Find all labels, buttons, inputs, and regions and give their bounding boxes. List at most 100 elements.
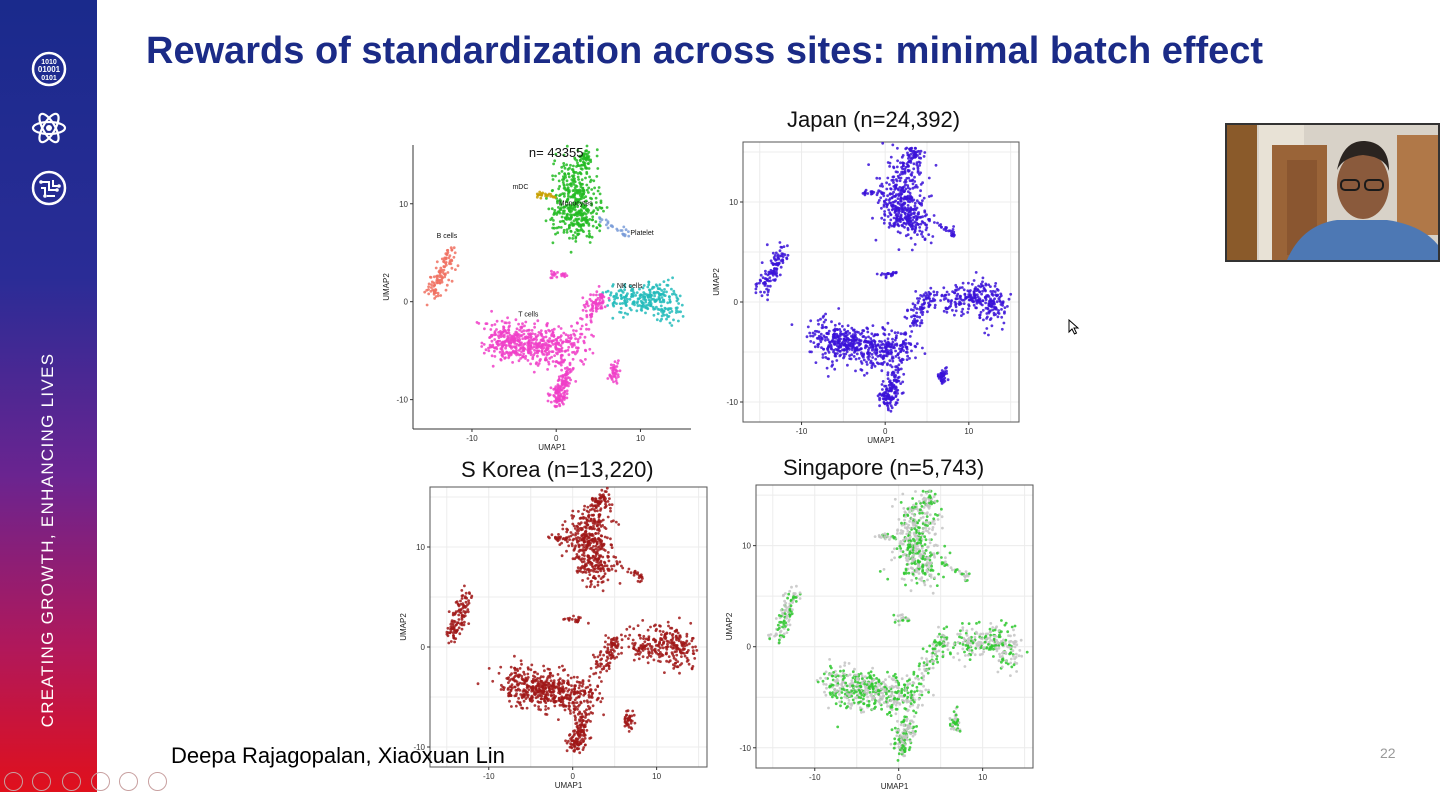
- data-point: [869, 337, 873, 340]
- data-point: [553, 354, 556, 357]
- data-point: [569, 534, 573, 538]
- data-point: [882, 332, 886, 336]
- data-point: [562, 331, 566, 335]
- data-point: [831, 360, 834, 363]
- data-point: [626, 297, 629, 301]
- data-point: [446, 271, 450, 274]
- data-point: [499, 665, 503, 669]
- data-point: [578, 684, 582, 687]
- data-point: [521, 693, 525, 697]
- data-point: [896, 214, 900, 217]
- data-point: [790, 323, 794, 326]
- data-point: [773, 271, 776, 275]
- data-point: [666, 315, 670, 319]
- data-point: [606, 648, 610, 652]
- data-point: [860, 347, 863, 350]
- data-point: [598, 216, 601, 219]
- data-point: [533, 351, 537, 355]
- data-point: [553, 159, 557, 163]
- data-point: [585, 302, 589, 305]
- y-tick-label: 0: [734, 298, 739, 307]
- data-point: [895, 379, 898, 382]
- data-point: [754, 291, 758, 295]
- data-point: [672, 644, 675, 648]
- data-point: [656, 291, 660, 294]
- data-point: [557, 388, 560, 392]
- data-point: [761, 276, 765, 280]
- data-point: [571, 509, 575, 513]
- data-point: [657, 659, 660, 663]
- data-point: [585, 149, 588, 152]
- data-point: [909, 220, 913, 224]
- data-point: [664, 645, 668, 649]
- data-point: [893, 200, 896, 204]
- data-point: [606, 377, 610, 380]
- data-point: [605, 206, 609, 209]
- data-point: [910, 315, 913, 319]
- data-point: [980, 292, 983, 296]
- data-point: [562, 175, 565, 178]
- data-point: [902, 208, 906, 212]
- data-point: [549, 673, 552, 677]
- data-point: [531, 685, 535, 689]
- data-point: [623, 311, 627, 315]
- data-point: [575, 189, 579, 193]
- data-point: [672, 667, 676, 670]
- data-point: [613, 360, 617, 363]
- data-point: [663, 294, 667, 297]
- data-point: [660, 307, 664, 311]
- data-point: [652, 658, 656, 662]
- data-point: [571, 701, 574, 705]
- data-point: [668, 632, 672, 635]
- data-point: [565, 370, 568, 374]
- data-point: [544, 686, 548, 690]
- data-point: [903, 225, 906, 229]
- data-point: [957, 288, 960, 291]
- data-point: [569, 378, 572, 382]
- data-point: [550, 690, 554, 694]
- data-point: [850, 326, 854, 330]
- data-point: [452, 246, 456, 250]
- data-point: [594, 504, 597, 507]
- data-point: [876, 201, 880, 204]
- data-point: [661, 292, 665, 296]
- data-point: [657, 642, 661, 646]
- data-point: [902, 190, 905, 193]
- data-point: [576, 205, 579, 208]
- data-point: [566, 376, 570, 379]
- data-point: [914, 356, 917, 360]
- data-point: [519, 693, 523, 696]
- data-point: [629, 308, 633, 312]
- data-point: [886, 321, 890, 325]
- data-point: [582, 699, 586, 703]
- data-point: [558, 703, 562, 707]
- data-point: [563, 186, 567, 190]
- data-point: [485, 322, 489, 325]
- data-point: [950, 299, 953, 302]
- data-point: [564, 349, 568, 353]
- data-point: [906, 163, 910, 167]
- data-point: [588, 675, 592, 678]
- data-point: [612, 380, 615, 384]
- data-point: [591, 554, 595, 558]
- data-point: [457, 626, 461, 630]
- data-point: [548, 344, 552, 348]
- data-point: [947, 229, 950, 233]
- data-point: [490, 323, 494, 327]
- data-point: [913, 306, 917, 309]
- data-point: [613, 649, 616, 653]
- data-point: [882, 221, 886, 225]
- data-point: [986, 307, 990, 311]
- data-point: [452, 631, 455, 635]
- data-point: [561, 219, 564, 223]
- data-point: [614, 556, 618, 559]
- data-point: [672, 318, 675, 322]
- data-point: [919, 189, 922, 193]
- data-point: [908, 159, 911, 163]
- data-point: [576, 346, 580, 350]
- data-point: [546, 322, 549, 325]
- data-point: [503, 329, 507, 332]
- data-point: [767, 279, 771, 283]
- data-point: [832, 341, 836, 344]
- data-point: [583, 557, 586, 561]
